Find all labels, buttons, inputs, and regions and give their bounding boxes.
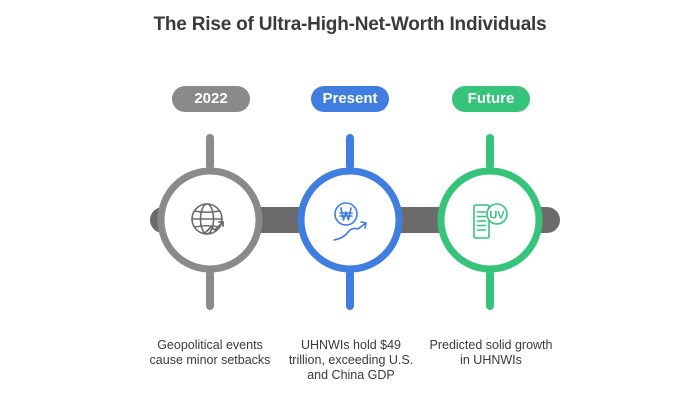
stage-description-2022: Geopolitical events cause minor setbacks xyxy=(149,338,271,367)
uv-document-icon: UV xyxy=(473,203,508,239)
stage-2022-top-stem xyxy=(206,134,214,170)
stage-future: UV xyxy=(437,134,543,310)
stage-present-bottom-stem xyxy=(346,270,354,310)
stage-label-future: Future xyxy=(452,86,530,112)
stage-2022-bottom-stem xyxy=(206,270,214,310)
stage-present-top-stem xyxy=(346,134,354,170)
stage-2022 xyxy=(157,134,263,310)
stage-future-top-stem xyxy=(486,134,494,170)
stage-2022-circle xyxy=(157,167,263,273)
stage-description-future: Predicted solid growth in UHNWIs xyxy=(429,338,553,367)
stage-label-2022: 2022 xyxy=(172,86,250,112)
stage-present xyxy=(297,134,403,310)
uv-badge-text: UV xyxy=(489,210,505,222)
page-title: The Rise of Ultra-High-Net-Worth Individ… xyxy=(153,14,547,35)
stage-description-present: UHNWIs hold $49 trillion, exceeding U.S.… xyxy=(288,338,414,382)
won-coin-growth-icon xyxy=(333,202,367,241)
stage-label-present: Present xyxy=(311,86,389,112)
stage-future-bottom-stem xyxy=(486,270,494,310)
globe-trend-icon xyxy=(191,203,224,235)
stage-present-circle xyxy=(297,167,403,273)
